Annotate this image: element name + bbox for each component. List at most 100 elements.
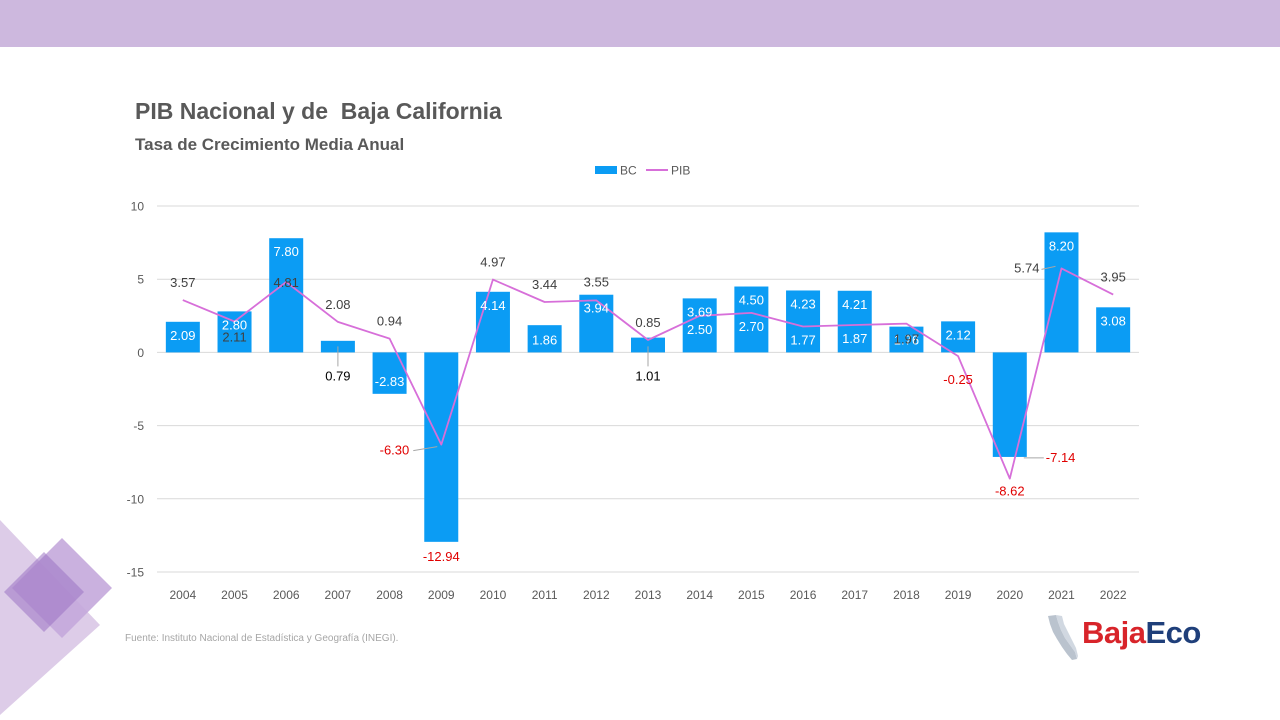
x-tick-label: 2016 bbox=[790, 588, 817, 602]
pib-point-label: 1.97 bbox=[894, 332, 919, 347]
x-tick-label: 2014 bbox=[686, 588, 713, 602]
baja-california-map-icon bbox=[1048, 615, 1078, 660]
bar-bc-label: 1.76 bbox=[894, 332, 919, 347]
x-tick-label: 2006 bbox=[273, 588, 300, 602]
bar-bc-label: 4.21 bbox=[842, 297, 867, 312]
y-tick-label: 10 bbox=[131, 200, 145, 214]
bar-bc bbox=[682, 298, 717, 353]
bar-bc-label: 2.09 bbox=[170, 328, 195, 343]
data-labels: 2.09 2.80 7.80 0.79 -2.83 -12.94 4.14 1.86 3.94 1… bbox=[170, 238, 1126, 563]
y-tick-label: 0 bbox=[137, 346, 144, 360]
chart-subtitle: Tasa de Crecimiento Media Anual bbox=[135, 135, 405, 154]
bar-bc-label: -2.83 bbox=[375, 374, 405, 389]
bar-bc bbox=[786, 290, 821, 353]
x-tick-label: 2010 bbox=[480, 588, 507, 602]
pib-point-label: 1.77 bbox=[790, 332, 815, 347]
pib-line bbox=[182, 267, 1114, 480]
x-tick-label: 2019 bbox=[945, 588, 972, 602]
pib-point-label: 3.55 bbox=[584, 274, 609, 289]
bar-bc-label: 3.08 bbox=[1101, 313, 1126, 328]
bar-bc-label: 4.14 bbox=[480, 298, 505, 313]
pib-point-label: 3.44 bbox=[532, 277, 557, 292]
bar-bc bbox=[631, 337, 665, 353]
bar-bc-label: 2.12 bbox=[945, 327, 970, 342]
pib-point-label: 2.08 bbox=[325, 297, 350, 312]
bar-bc-label: 1.86 bbox=[532, 332, 557, 347]
y-tick-label: -15 bbox=[127, 566, 145, 580]
pib-point-label: 0.85 bbox=[635, 315, 660, 330]
x-tick-label: 2020 bbox=[996, 588, 1023, 602]
axes: 10 5 0 -5 -10 -15 2004 2005 2006 2007 2008 2009 2010… bbox=[127, 200, 1127, 603]
label-leaders bbox=[337, 265, 1056, 459]
bar-bc bbox=[475, 291, 510, 353]
bar-bc bbox=[734, 286, 769, 353]
y-tick-label: -5 bbox=[133, 419, 144, 433]
y-tick-label: 5 bbox=[137, 273, 144, 287]
bar-bc bbox=[527, 325, 562, 353]
bar-bc bbox=[1044, 232, 1079, 353]
logo-text-eco: Eco bbox=[1145, 615, 1201, 650]
pib-point-label: 2.50 bbox=[687, 322, 712, 337]
bar-bc bbox=[269, 238, 304, 353]
x-tick-label: 2013 bbox=[635, 588, 662, 602]
chart-title: PIB Nacional y de Baja California bbox=[135, 98, 502, 124]
pib-point-label: 3.95 bbox=[1101, 270, 1126, 285]
label-leader bbox=[1041, 265, 1056, 270]
y-tick-label: -10 bbox=[127, 492, 145, 506]
bajaeco-logo: BajaEco bbox=[1042, 612, 1222, 662]
pib-point-label: 0.94 bbox=[377, 314, 402, 329]
x-tick-label: 2011 bbox=[532, 588, 558, 602]
x-tick-label: 2004 bbox=[169, 588, 196, 602]
legend-pib-label: PIB bbox=[671, 164, 690, 178]
bar-bc-label: 0.79 bbox=[325, 368, 350, 383]
bar-bc-label: 4.50 bbox=[739, 293, 764, 308]
pib-point-label: 2.11 bbox=[222, 330, 246, 345]
bar-bc-label: -12.94 bbox=[423, 549, 460, 564]
bar-bc-label: 3.94 bbox=[584, 301, 609, 316]
x-tick-label: 2008 bbox=[376, 588, 403, 602]
x-tick-label: 2021 bbox=[1048, 588, 1075, 602]
pib-point-label: -8.62 bbox=[995, 484, 1025, 499]
bar-bc bbox=[837, 290, 872, 353]
x-tick-label: 2022 bbox=[1100, 588, 1127, 602]
decorative-diamonds bbox=[0, 520, 112, 715]
pib-point-label: 4.97 bbox=[480, 255, 505, 270]
top-band bbox=[0, 0, 1280, 47]
legend-bc-label: BC bbox=[620, 164, 637, 178]
grid bbox=[157, 205, 1139, 573]
x-tick-label: 2015 bbox=[738, 588, 765, 602]
x-tick-label: 2017 bbox=[841, 588, 868, 602]
bar-bc bbox=[941, 321, 976, 353]
bar-bc bbox=[424, 352, 459, 542]
pib-point-label: 3.57 bbox=[170, 275, 195, 290]
bar-bc bbox=[217, 311, 252, 353]
bar-bc-label: 2.80 bbox=[222, 317, 247, 332]
bar-bc-label: 7.80 bbox=[274, 244, 299, 259]
x-tick-label: 2005 bbox=[221, 588, 248, 602]
pib-point-label: -6.30 bbox=[380, 443, 410, 458]
x-tick-label: 2012 bbox=[583, 588, 610, 602]
legend-bc-swatch bbox=[595, 166, 617, 174]
pib-point-label: 5.74 bbox=[1014, 260, 1039, 275]
bar-bc-label: 3.69 bbox=[687, 304, 712, 319]
x-tick-label: 2007 bbox=[325, 588, 352, 602]
bar-bc bbox=[165, 321, 200, 353]
bar-bc bbox=[992, 352, 1027, 457]
pib-point-label: 4.81 bbox=[274, 275, 299, 290]
bc-bars bbox=[165, 232, 1131, 542]
source-note: Fuente: Instituto Nacional de Estadístic… bbox=[125, 633, 399, 644]
bar-bc-label: 1.01 bbox=[635, 368, 660, 383]
bar-bc-label: -7.14 bbox=[1046, 450, 1076, 465]
pib-point-label: -0.25 bbox=[943, 372, 973, 387]
bar-bc bbox=[579, 294, 614, 353]
pib-point-label: 1.87 bbox=[842, 331, 867, 346]
x-tick-label: 2009 bbox=[428, 588, 455, 602]
x-tick-label: 2018 bbox=[893, 588, 920, 602]
pib-point-label: 2.70 bbox=[739, 319, 764, 334]
label-leader bbox=[413, 446, 438, 452]
bar-bc-label: 8.20 bbox=[1049, 238, 1074, 253]
logo-text-baja: Baja bbox=[1082, 615, 1146, 650]
legend: BC PIB bbox=[595, 164, 690, 178]
bar-bc-label: 4.23 bbox=[790, 296, 815, 311]
